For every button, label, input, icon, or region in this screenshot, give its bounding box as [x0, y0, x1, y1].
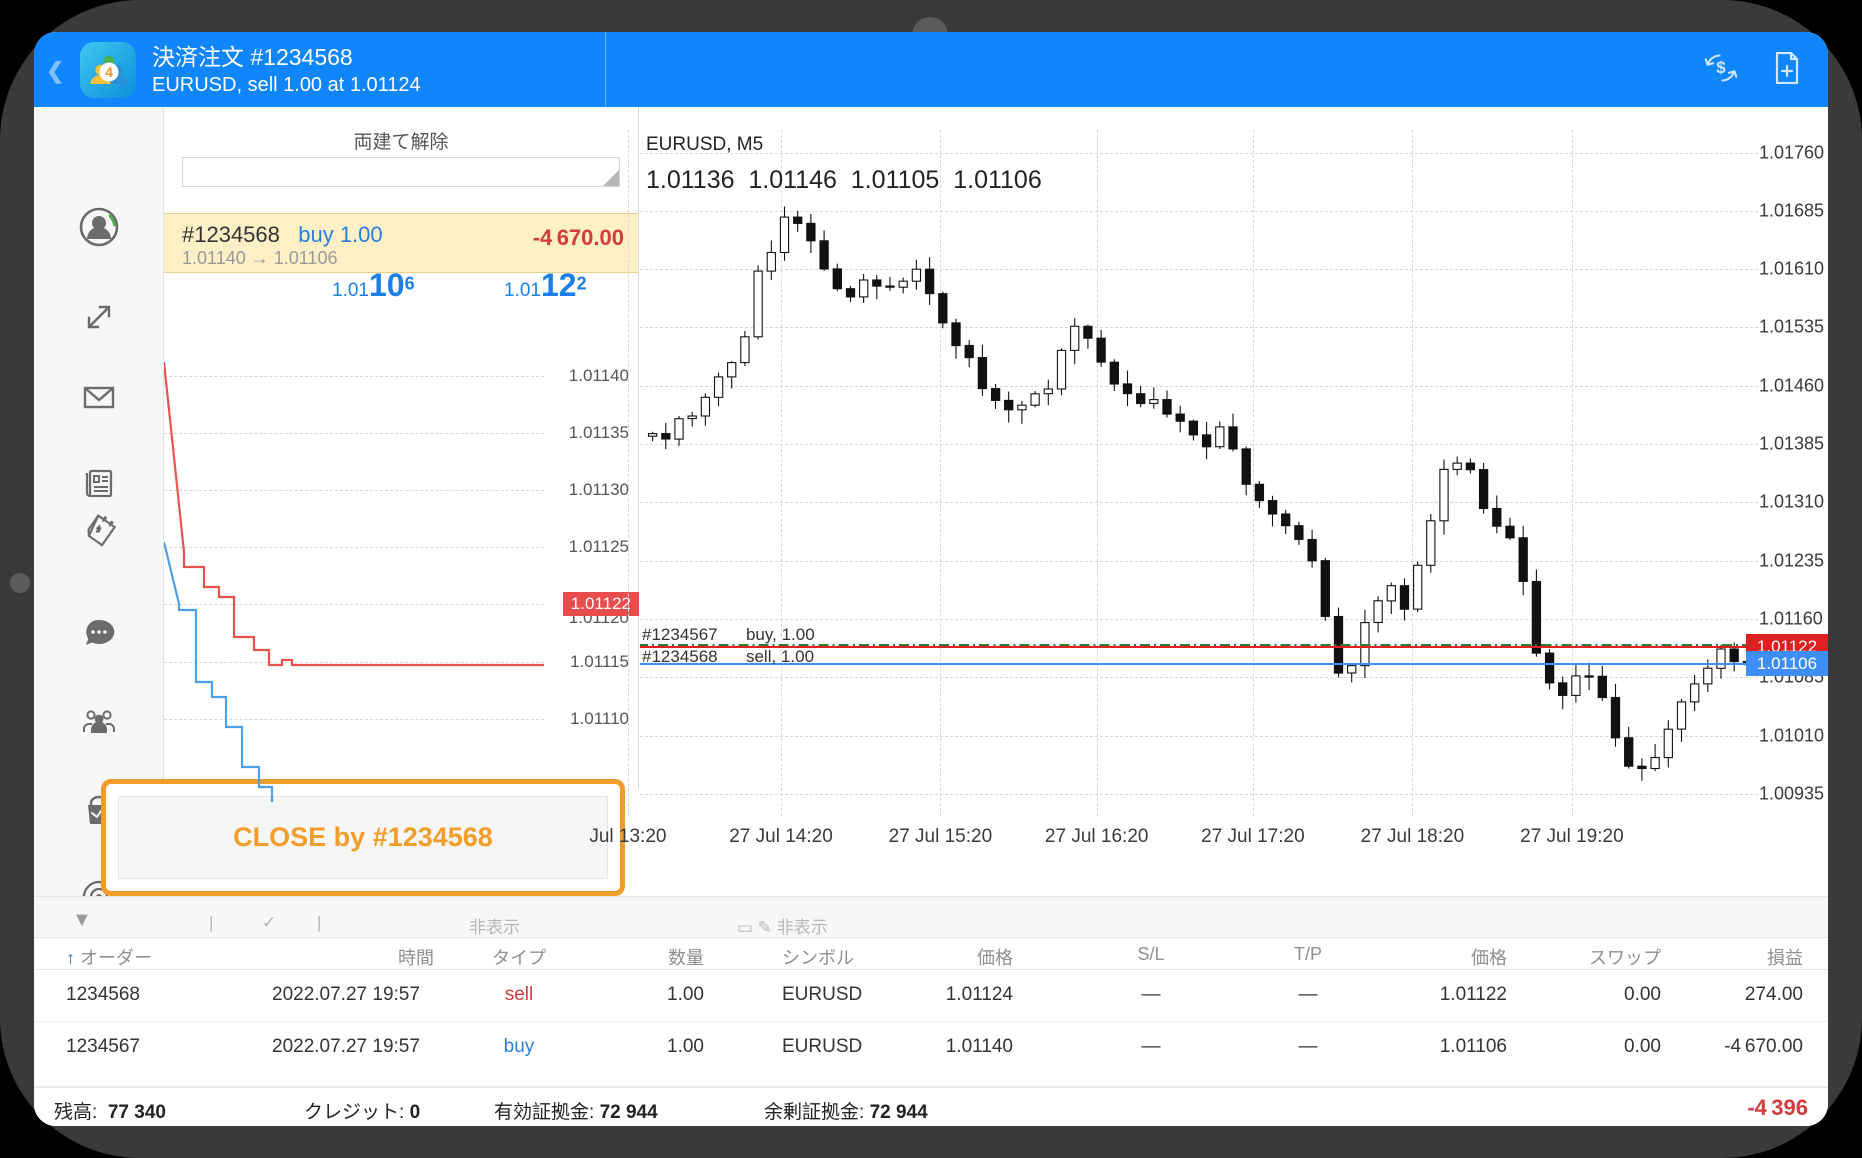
svg-text:4: 4	[105, 64, 113, 80]
svg-text:$: $	[1716, 58, 1726, 77]
